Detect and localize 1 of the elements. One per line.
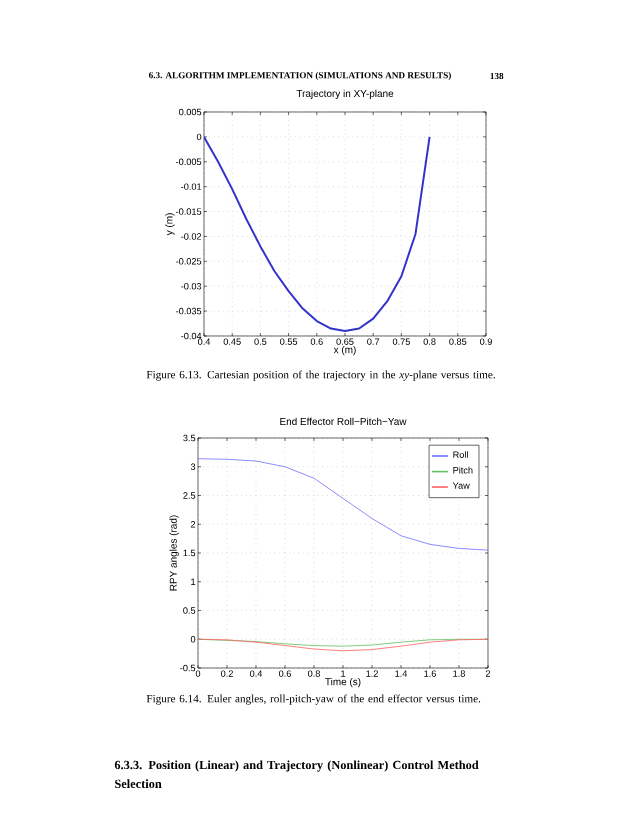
line-series bbox=[204, 135, 431, 333]
